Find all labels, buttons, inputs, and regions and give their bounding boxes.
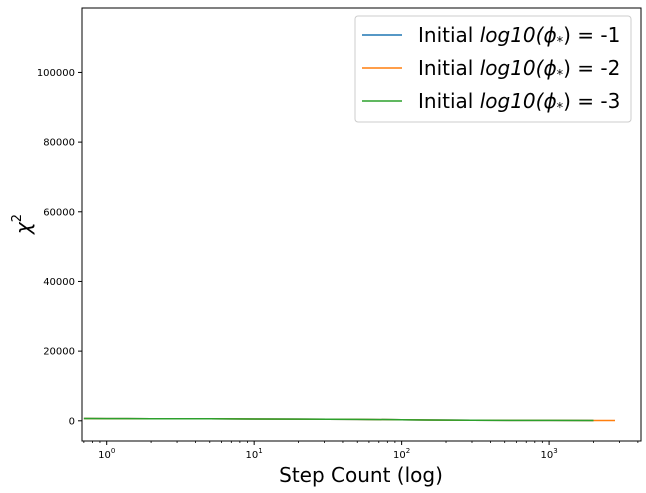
series-lines — [83, 417, 615, 422]
x-tick-label: 103 — [540, 447, 557, 461]
y-axis-label: χ2 — [10, 214, 35, 235]
legend-label-3: Initial log10(ϕ*) = -3 — [418, 89, 620, 116]
y-tick-label: 20000 — [43, 347, 75, 358]
legend: Initial log10(ϕ*) = -1 Initial log10(ϕ*) … — [354, 15, 632, 123]
x-axis-label: Step Count (log) — [279, 463, 443, 487]
x-tick-label: 100 — [98, 447, 115, 461]
legend-label-2: Initial log10(ϕ*) = -2 — [418, 56, 620, 83]
y-axis-ticks: 0 20000 40000 60000 80000 100000 — [37, 68, 82, 427]
x-axis-ticks: 100 101 102 103 — [83, 441, 639, 461]
legend-box — [354, 15, 632, 123]
y-tick-label: 60000 — [43, 207, 75, 218]
y-tick-label: 40000 — [43, 277, 75, 288]
series-line-3 — [83, 417, 594, 422]
legend-label-1: Initial log10(ϕ*) = -1 — [418, 23, 620, 50]
y-tick-label: 0 — [69, 416, 75, 427]
y-tick-label: 80000 — [43, 138, 75, 149]
x-tick-label: 102 — [393, 447, 410, 461]
x-tick-label: 101 — [246, 447, 263, 461]
y-tick-label: 100000 — [37, 68, 75, 79]
